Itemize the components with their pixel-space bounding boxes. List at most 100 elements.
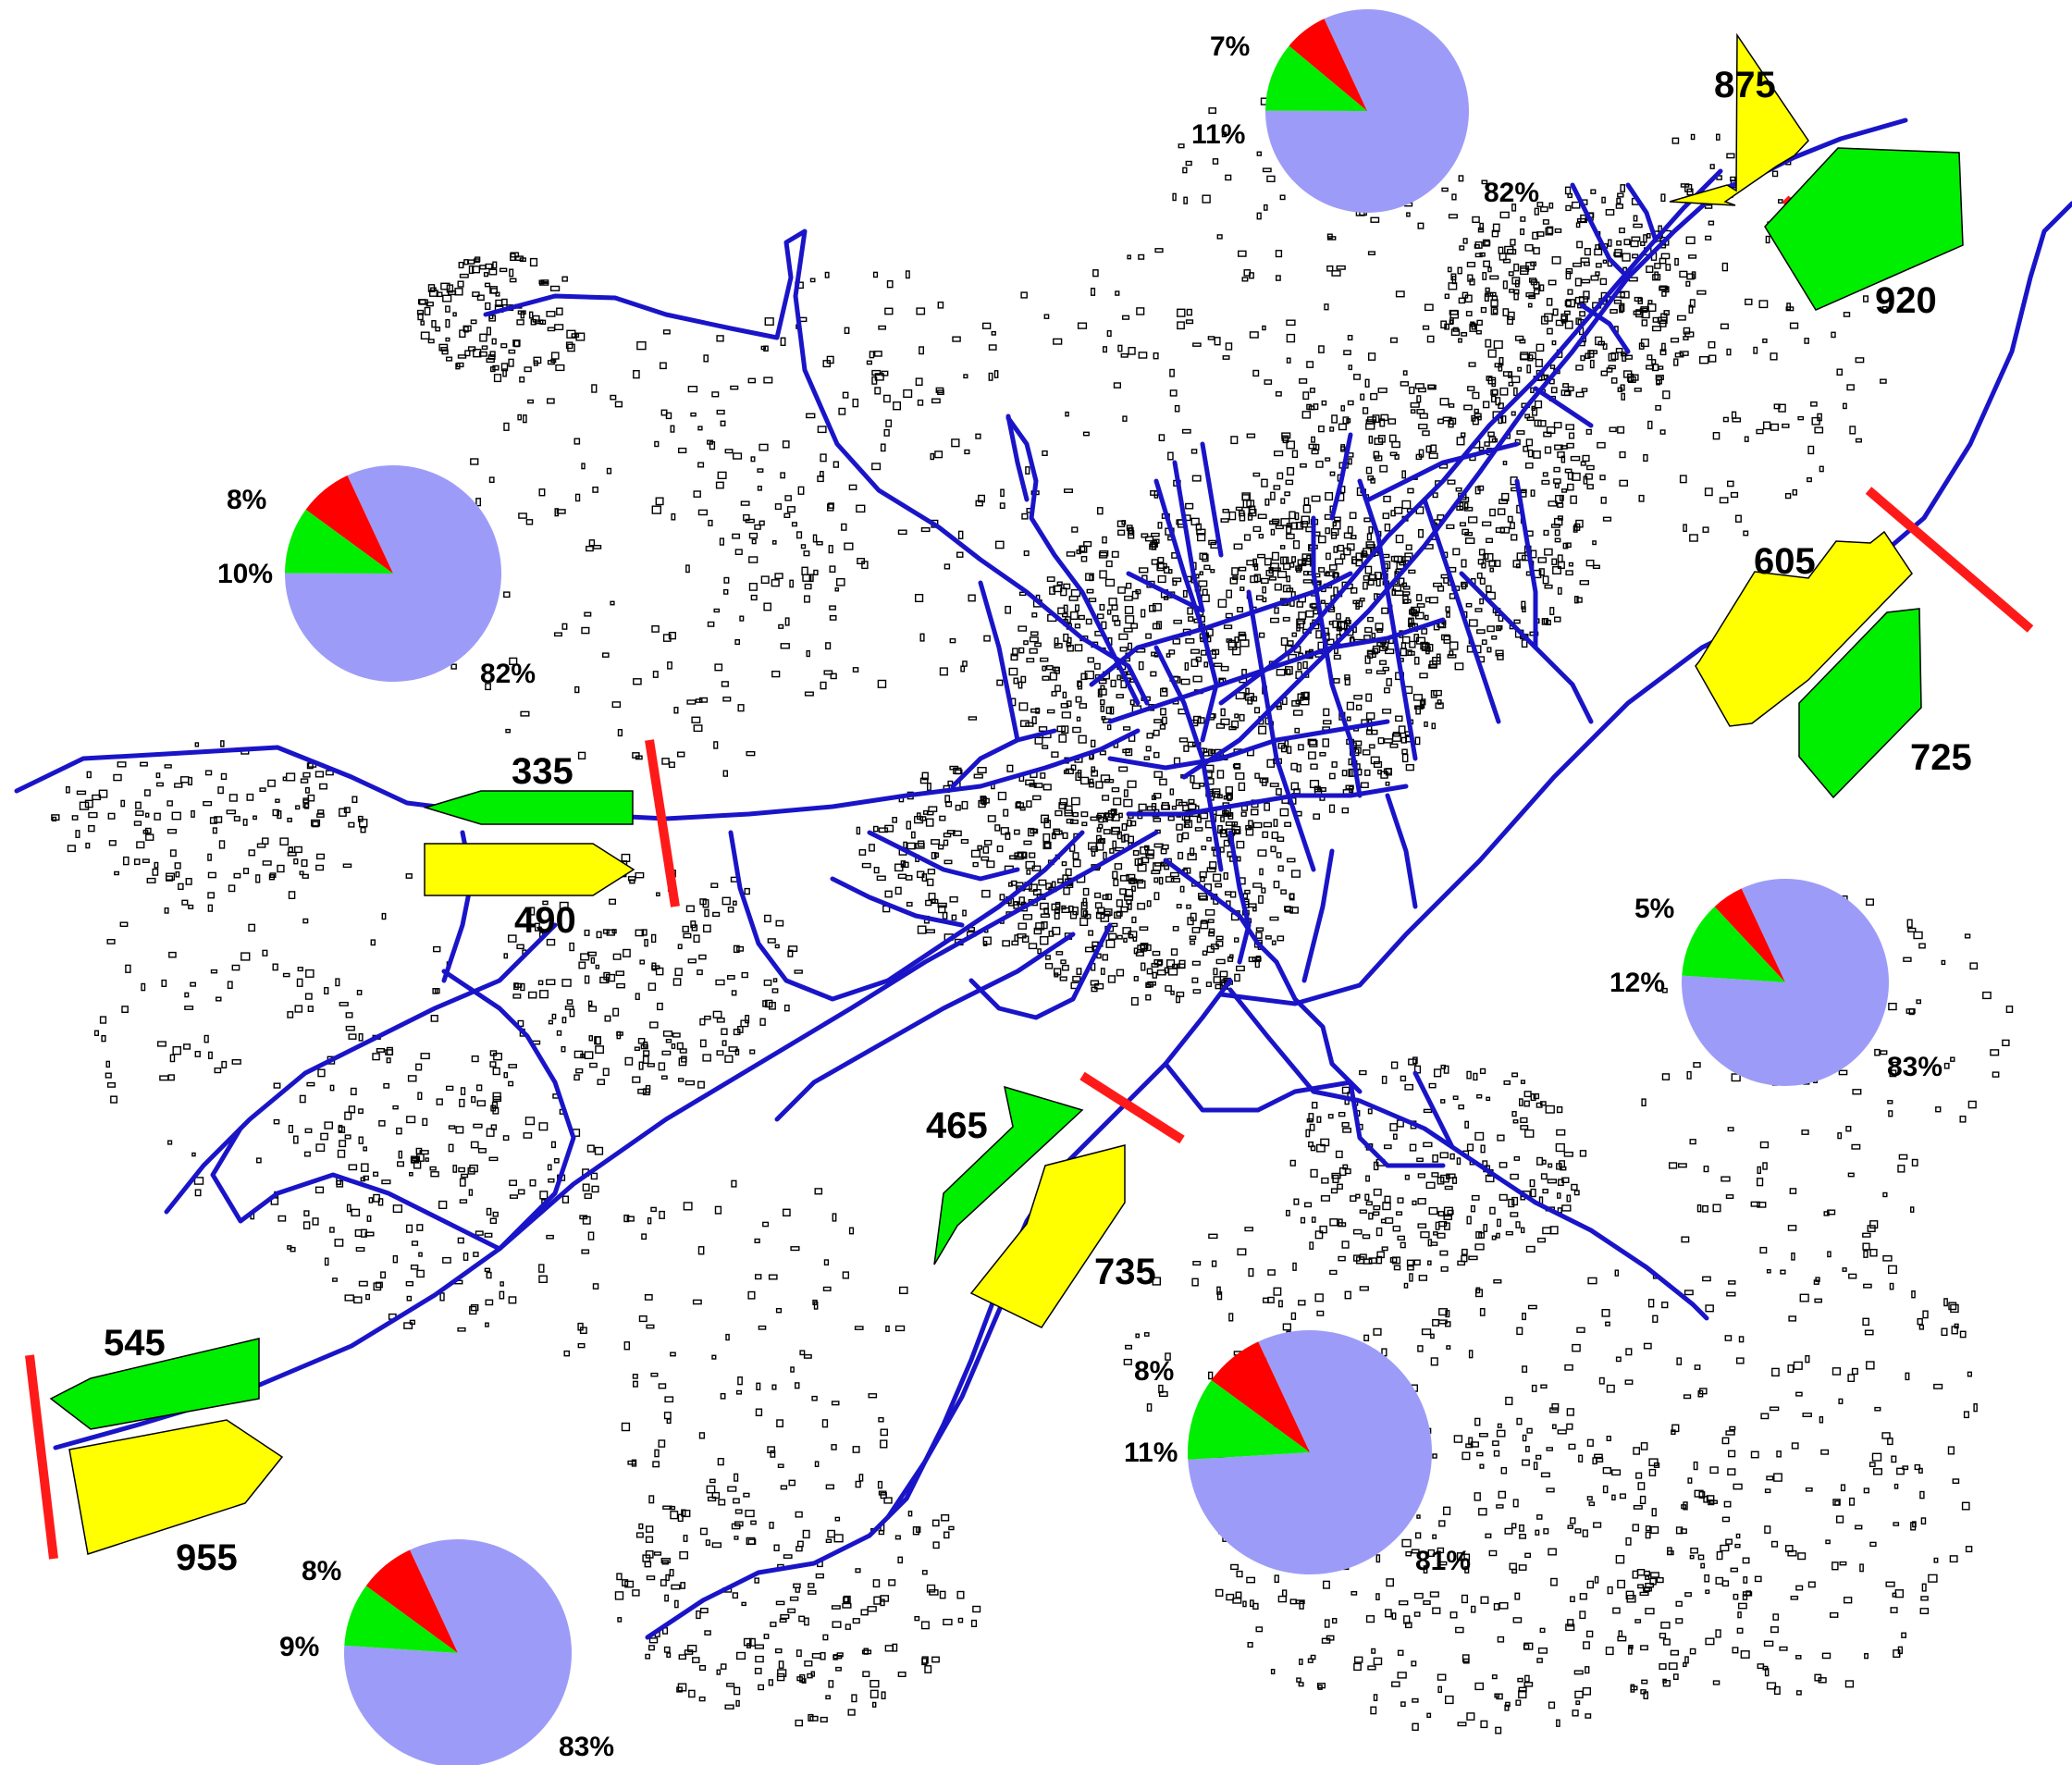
- road-center-10: [1163, 858, 1279, 965]
- road-center-31: [1412, 1070, 1455, 1150]
- road-center-20: [1329, 432, 1353, 521]
- pie-southwest-red-label: 8%: [302, 1556, 341, 1586]
- flow-arrows: [49, 32, 1964, 1555]
- pie-west-red-label: 8%: [227, 485, 266, 515]
- road-center-26: [1625, 182, 1659, 243]
- road-center-13: [1385, 793, 1418, 909]
- road-center-5: [1311, 515, 1363, 798]
- road-south-2: [885, 1265, 1020, 1520]
- pie-north-blue-slice: [1264, 8, 1469, 213]
- road-center-28: [1533, 386, 1594, 428]
- pie-south-green-label: 11%: [1124, 1438, 1178, 1468]
- arrow-east-green: [1798, 608, 1922, 799]
- flow-label-east-yellow: 605: [1754, 541, 1816, 582]
- pie-west-green-label: 10%: [217, 559, 273, 589]
- road-center-6: [1357, 478, 1418, 761]
- flow-label-south-yellow: 735: [1094, 1252, 1156, 1292]
- pie-southwest-blue-label: 83%: [559, 1732, 614, 1762]
- arrow-east-yellow: [1695, 530, 1913, 727]
- flow-label-west-yellow: 490: [514, 900, 576, 941]
- road-center-loop: [968, 922, 1113, 1020]
- road-center-west-2: [774, 932, 1076, 1122]
- pie-east-red-slice: [1714, 888, 1785, 982]
- road-center-16: [1366, 441, 1520, 502]
- pie-east-blue-label: 83%: [1887, 1052, 1942, 1082]
- road-center-30: [1005, 413, 1030, 502]
- pie-south-blue-slice: [1188, 1330, 1432, 1575]
- road-north-2: [1153, 478, 1219, 743]
- pie-east-blue-slice: [1682, 878, 1890, 1086]
- road-center-12: [1301, 848, 1335, 983]
- cordon-line-south: [1079, 1071, 1185, 1144]
- arrow-north-green: [1764, 147, 1964, 311]
- pie-south-red-slice: [1211, 1341, 1310, 1452]
- flow-label-west-green: 335: [512, 751, 574, 792]
- arrow-southwest-green: [49, 1338, 260, 1430]
- road-center-17: [1126, 571, 1205, 613]
- cordon-line-southwest: [25, 1354, 58, 1560]
- pie-east-green-slice: [1682, 907, 1785, 982]
- arrow-south-yellow: [969, 1144, 1126, 1328]
- flow-label-southwest-yellow: 955: [176, 1537, 238, 1578]
- road-center-west: [728, 830, 1085, 1002]
- building-footprints: [51, 97, 2014, 1734]
- pie-west-red-slice: [305, 475, 393, 574]
- arrow-west-green: [423, 790, 634, 825]
- flow-label-south-green: 465: [926, 1105, 988, 1146]
- road-center-27: [1579, 302, 1631, 354]
- pie-south-green-slice: [1187, 1380, 1310, 1460]
- road-center-22: [867, 830, 1020, 882]
- flow-labels: 335 490 875 920 605 725 465 735 545 955: [104, 65, 1972, 1578]
- road-center-9: [1126, 784, 1409, 817]
- pie-north-green-slice: [1265, 45, 1367, 111]
- pie-north-green-label: 11%: [1191, 119, 1245, 150]
- road-center-23: [830, 876, 965, 928]
- road-southeast: [1227, 987, 1709, 1321]
- road-center-2: [1107, 617, 1446, 724]
- road-center-24: [1274, 959, 1363, 1094]
- arrow-north-yellow: [1669, 32, 1809, 206]
- flow-label-east-green: 725: [1910, 737, 1972, 778]
- road-south-loop: [1163, 1061, 1446, 1168]
- road-northeast-2: [1218, 168, 1723, 706]
- pie-southwest-blue-slice: [344, 1539, 572, 1765]
- pie-west-blue-label: 82%: [480, 659, 536, 689]
- cordon-line-east: [1865, 487, 2034, 633]
- flow-label-north-green: 920: [1875, 280, 1937, 321]
- pie-east-green-label: 12%: [1610, 968, 1665, 998]
- pie-west-green-slice: [285, 509, 393, 574]
- flow-label-southwest-green: 545: [104, 1323, 166, 1364]
- road-center-7: [1422, 497, 1501, 724]
- road-center-11: [1227, 830, 1252, 965]
- pie-southwest-green-slice: [344, 1586, 458, 1653]
- pie-south-blue-label: 81%: [1415, 1546, 1471, 1576]
- flow-label-north-yellow: 875: [1714, 65, 1776, 105]
- road-center-8: [1107, 719, 1390, 771]
- pie-north-red-label: 7%: [1210, 31, 1250, 62]
- road-center-15: [1514, 478, 1538, 650]
- modal-split-pies: [284, 8, 1890, 1765]
- road-center-4: [1246, 589, 1316, 872]
- pie-southwest-red-slice: [365, 1549, 458, 1653]
- road-center-29: [978, 580, 1020, 743]
- cordon-line-west: [645, 739, 680, 907]
- pie-south-red-label: 8%: [1134, 1356, 1174, 1387]
- road-south-main: [645, 978, 1233, 1640]
- pie-southwest-green-label: 9%: [279, 1632, 319, 1662]
- arrow-south-green: [933, 1085, 1084, 1265]
- road-northwest: [483, 228, 1150, 706]
- pie-north-blue-label: 82%: [1484, 178, 1539, 208]
- pie-east-red-label: 5%: [1634, 894, 1674, 924]
- road-center-21: [950, 728, 1057, 789]
- pie-north-red-slice: [1289, 19, 1367, 111]
- road-center-3: [1153, 645, 1224, 872]
- road-center-25: [1570, 182, 1631, 280]
- pie-labels: 8% 10% 82% 7% 11% 82% 5% 12% 83% 8% 11% …: [217, 31, 1942, 1762]
- road-north-1: [1005, 415, 1141, 706]
- cordon-lines: [25, 195, 2034, 1560]
- road-center-19: [1200, 441, 1224, 558]
- arrow-west-yellow: [424, 843, 635, 896]
- road-center-1: [1089, 571, 1353, 687]
- road-network: [14, 117, 2072, 1640]
